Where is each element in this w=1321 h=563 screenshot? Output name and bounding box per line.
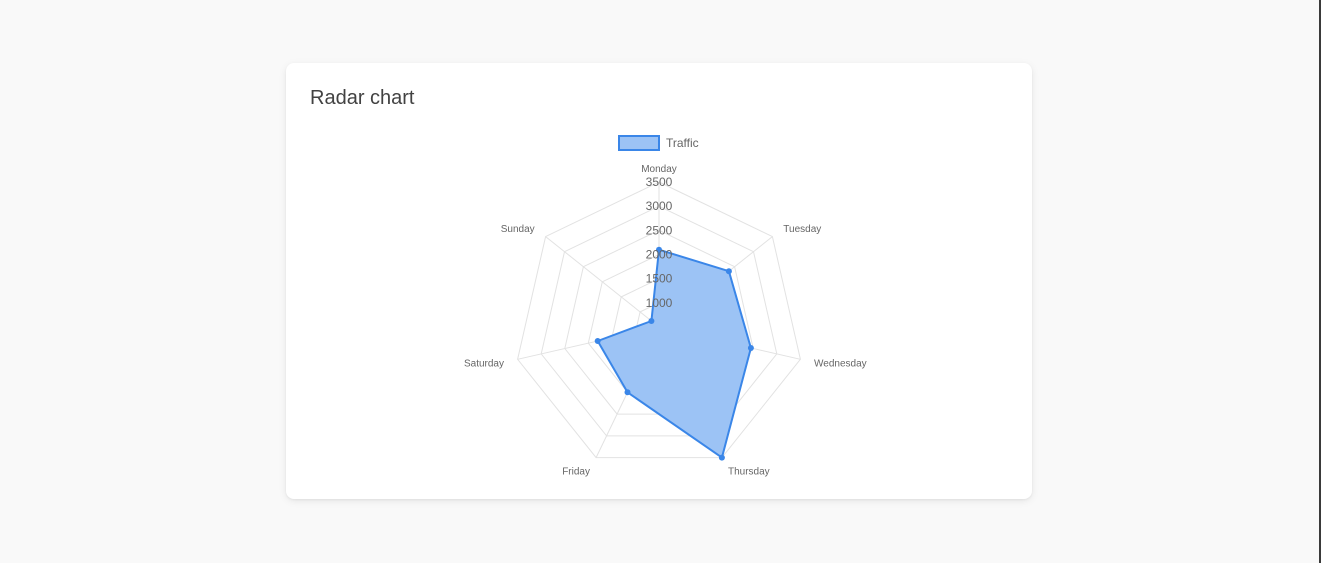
axis-label-wednesday: Wednesday [814, 358, 867, 369]
data-point [594, 338, 601, 344]
tick-label: 3500 [646, 175, 673, 189]
grid-spoke [545, 236, 660, 328]
data-point [718, 454, 725, 461]
axis-label-saturday: Saturday [464, 358, 504, 369]
data-point [624, 389, 631, 396]
data-point [648, 318, 655, 324]
radar-chart: 1000 1500 2000 2500 3000 3500 Monday Tuesday We… [464, 164, 867, 477]
tick-label: 1500 [646, 272, 673, 286]
window-edge [1319, 0, 1321, 563]
data-point [747, 345, 754, 351]
grid-ring [517, 181, 801, 459]
tick-label: 2000 [646, 248, 673, 262]
legend[interactable]: Traffic [618, 135, 699, 151]
chart-card: Radar chart Traffic 1000 1500 2000 2500 3000… [286, 63, 1032, 499]
grid-ring [540, 205, 778, 437]
axis-label-sunday: Sunday [501, 224, 535, 235]
axis-label-tuesday: Tuesday [783, 224, 821, 235]
tick-label: 3000 [646, 199, 673, 213]
data-point [656, 246, 662, 253]
legend-label-traffic: Traffic [666, 136, 699, 150]
tick-label: 2500 [646, 223, 673, 237]
tick-label: 1000 [646, 296, 673, 310]
axis-label-monday: Monday [641, 164, 677, 175]
chart-title: Radar chart [310, 87, 415, 109]
axis-label-friday: Friday [562, 466, 590, 477]
data-point [725, 268, 732, 275]
legend-swatch-traffic [618, 135, 660, 151]
axis-label-thursday: Thursday [728, 466, 770, 477]
series-area-traffic [596, 248, 752, 459]
